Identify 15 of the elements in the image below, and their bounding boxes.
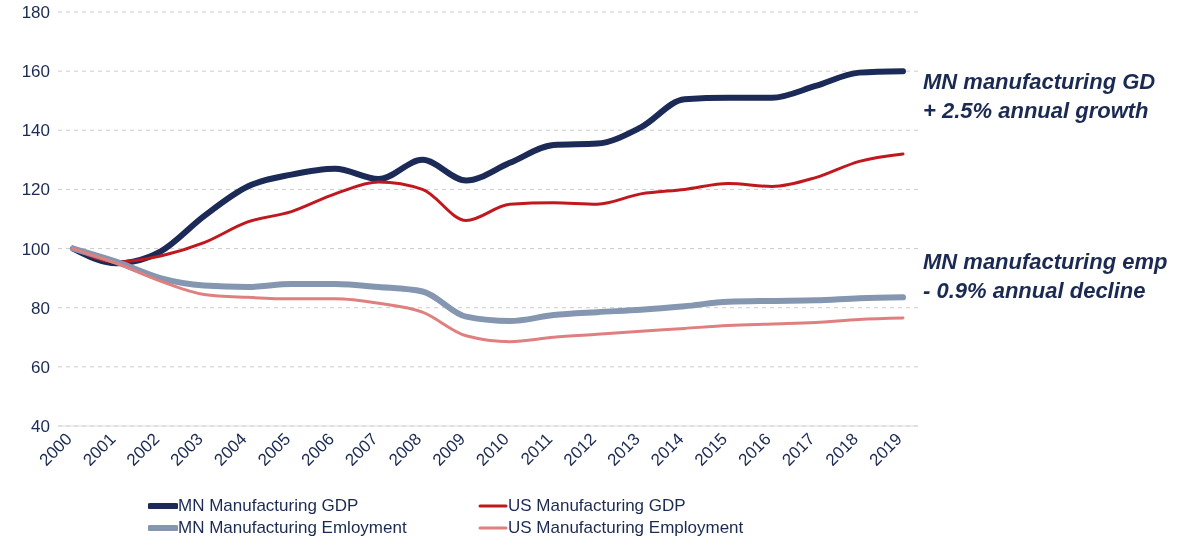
legend-label: US Manufacturing GDP (508, 496, 686, 516)
y-tick-label: 80 (31, 298, 50, 318)
y-tick-label: 120 (21, 180, 50, 200)
y-tick-label: 160 (21, 62, 50, 82)
text: MN manufacturing GD + 2.5% annual growth (923, 68, 1156, 125)
line-series (71, 247, 905, 344)
y-tick-label: 40 (31, 417, 50, 437)
legend-label: MN Manufacturing Emloyment (178, 518, 407, 538)
y-tick-label: 100 (21, 239, 50, 259)
y-tick-label: 60 (31, 357, 50, 377)
y-tick-label: 180 (21, 3, 50, 23)
legend-label: US Manufacturing Employment (508, 518, 744, 538)
y-tick-label: 140 (21, 121, 50, 141)
text: MN manufacturing emp - 0.9% annual decline (923, 248, 1168, 305)
legend-label: MN Manufacturing GDP (178, 496, 359, 516)
